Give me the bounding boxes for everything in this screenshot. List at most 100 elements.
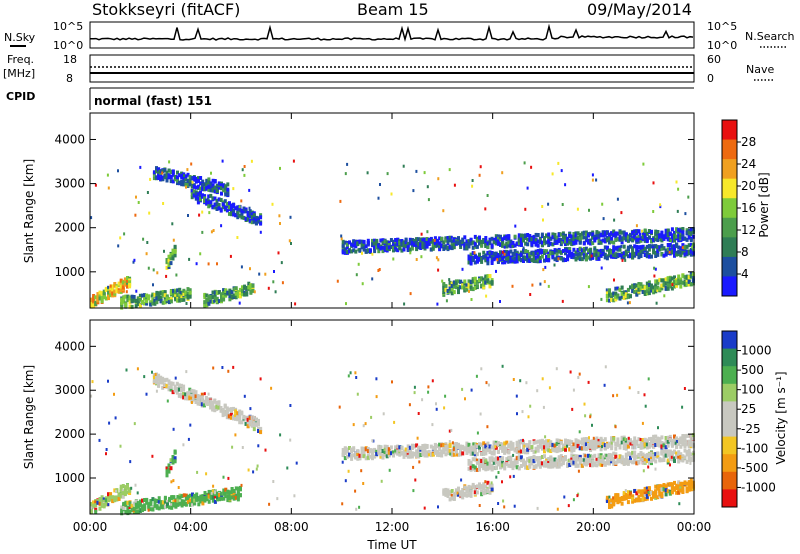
- range-gate-cell: [410, 451, 414, 456]
- range-gate-cell: [213, 189, 217, 194]
- range-gate-cell: [162, 202, 165, 205]
- range-gate-cell: [243, 284, 247, 289]
- range-gate-cell: [406, 452, 410, 457]
- range-gate-cell: [492, 445, 496, 450]
- range-gate-cell: [683, 245, 687, 250]
- range-gate-cell: [371, 451, 374, 456]
- range-gate-cell: [652, 210, 655, 213]
- range-gate-cell: [691, 436, 695, 441]
- range-gate-cell: [532, 240, 536, 245]
- range-gate-cell: [492, 238, 496, 242]
- range-gate-cell: [480, 276, 484, 281]
- range-gate-cell: [180, 294, 184, 298]
- range-gate-cell: [662, 278, 666, 283]
- range-gate-cell: [117, 493, 121, 498]
- range-gate-cell: [473, 490, 477, 494]
- range-gate-cell: [387, 453, 391, 458]
- range-gate-cell: [366, 446, 370, 451]
- range-gate-cell: [163, 249, 165, 253]
- range-gate-cell: [463, 246, 467, 251]
- range-gate-cell: [526, 458, 530, 463]
- range-gate-cell: [543, 445, 546, 450]
- range-gate-cell: [543, 280, 546, 284]
- range-gate-cell: [206, 197, 209, 201]
- range-gate-cell: [578, 457, 582, 462]
- range-gate-cell: [435, 256, 438, 260]
- range-gate-cell: [570, 446, 574, 451]
- range-gate-cell: [572, 252, 576, 257]
- range-gate-cell: [415, 237, 419, 242]
- range-gate-cell: [436, 243, 439, 248]
- range-gate-cell: [582, 241, 586, 246]
- range-gate-cell: [488, 444, 492, 449]
- range-gate-cell: [228, 496, 232, 501]
- range-gate-cell: [360, 243, 364, 247]
- range-gate-cell: [536, 456, 540, 461]
- range-gate-cell: [597, 438, 601, 443]
- range-gate-cell: [413, 451, 416, 456]
- range-gate-cell: [488, 284, 492, 289]
- range-gate-cell: [94, 507, 98, 512]
- range-gate-cell: [132, 506, 136, 511]
- range-gate-cell: [385, 454, 389, 459]
- range-gate-cell: [96, 500, 100, 505]
- range-gate-cell: [656, 245, 660, 250]
- range-gate-cell: [352, 453, 356, 458]
- range-gate-cell: [584, 230, 588, 235]
- range-gate-cell: [635, 231, 639, 236]
- range-gate-cell: [494, 460, 498, 465]
- range-gate-cell: [240, 410, 244, 415]
- range-gate-cell: [339, 199, 342, 203]
- range-gate-cell: [159, 500, 163, 505]
- range-gate-cell: [484, 484, 488, 489]
- range-gate-cell: [492, 466, 496, 470]
- range-gate-cell: [633, 285, 637, 290]
- range-gate-cell: [203, 495, 207, 500]
- range-gate-cell: [183, 174, 185, 178]
- range-gate-cell: [473, 448, 477, 453]
- range-gate-cell: [217, 405, 221, 410]
- range-gate-cell: [174, 295, 178, 300]
- range-gate-cell: [564, 447, 567, 452]
- range-gate-cell: [225, 208, 229, 213]
- range-gate-cell: [433, 243, 437, 248]
- range-gate-cell: [229, 254, 232, 258]
- range-gate-cell: [211, 196, 215, 201]
- range-gate-cell: [259, 215, 263, 220]
- range-gate-cell: [396, 248, 400, 253]
- range-gate-cell: [538, 460, 542, 465]
- range-gate-cell: [409, 292, 412, 296]
- range-gate-cell: [486, 461, 490, 466]
- range-gate-cell: [478, 235, 481, 240]
- range-gate-cell: [138, 503, 142, 508]
- range-gate-cell: [475, 255, 479, 260]
- range-gate-cell: [104, 498, 108, 503]
- range-gate-cell: [136, 509, 140, 514]
- range-gate-cell: [190, 398, 194, 403]
- range-gate-cell: [576, 252, 579, 256]
- range-gate-cell: [207, 494, 211, 499]
- range-gate-cell: [551, 461, 555, 466]
- range-gate-cell: [673, 249, 676, 254]
- range-gate-cell: [106, 173, 109, 177]
- range-gate-cell: [637, 255, 641, 260]
- range-gate-cell: [496, 254, 500, 259]
- range-gate-cell: [509, 442, 513, 447]
- range-gate-cell: [194, 185, 198, 190]
- range-gate-cell: [450, 246, 454, 251]
- range-gate-cell: [499, 237, 502, 242]
- range-gate-cell: [465, 451, 469, 455]
- range-gate-cell: [664, 228, 668, 233]
- range-gate-cell: [637, 237, 641, 242]
- range-gate-cell: [572, 447, 576, 452]
- range-gate-cell: [467, 257, 471, 262]
- range-gate-cell: [152, 170, 156, 175]
- range-gate-cell: [186, 168, 189, 172]
- range-gate-cell: [444, 238, 448, 243]
- range-gate-cell: [528, 458, 532, 463]
- range-gate-cell: [480, 459, 484, 463]
- range-gate-cell: [517, 233, 521, 238]
- range-gate-cell: [252, 213, 256, 218]
- range-gate-cell: [559, 457, 563, 462]
- range-gate-cell: [196, 401, 200, 406]
